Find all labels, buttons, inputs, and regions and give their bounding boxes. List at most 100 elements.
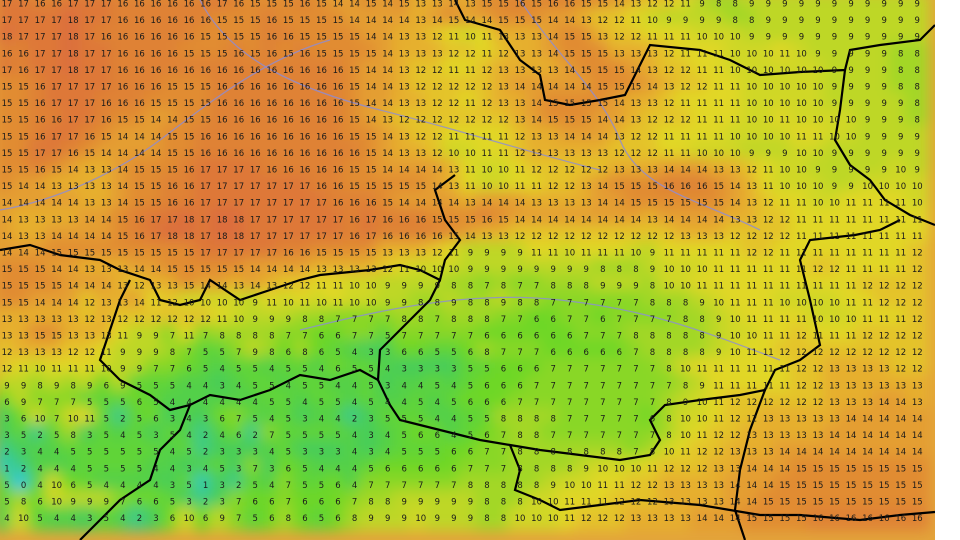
value-label: 16 bbox=[333, 166, 344, 176]
value-label: 3 bbox=[21, 448, 26, 458]
value-label: 15 bbox=[84, 149, 95, 159]
value-label: 17 bbox=[200, 166, 211, 176]
value-label: 14 bbox=[68, 199, 79, 209]
value-label: 14 bbox=[763, 464, 774, 474]
value-label: 12 bbox=[912, 348, 923, 358]
value-label: 11 bbox=[796, 132, 807, 142]
value-label: 6 bbox=[253, 498, 258, 508]
value-label: 15 bbox=[862, 498, 873, 508]
value-label: 10 bbox=[680, 365, 691, 375]
value-label: 5 bbox=[87, 464, 92, 474]
value-label: 16 bbox=[134, 33, 145, 43]
value-label: 8 bbox=[617, 448, 622, 458]
value-label: 10 bbox=[647, 16, 658, 26]
value-label: 9 bbox=[848, 99, 853, 109]
value-label: 12 bbox=[564, 232, 575, 242]
value-label: 7 bbox=[600, 298, 605, 308]
value-label: 16 bbox=[250, 116, 261, 126]
value-label: 3 bbox=[170, 481, 175, 491]
value-label: 8 bbox=[617, 265, 622, 275]
value-label: 13 bbox=[448, 166, 459, 176]
value-label: 14 bbox=[117, 166, 128, 176]
value-label: 13 bbox=[399, 249, 410, 259]
value-label: 17 bbox=[266, 249, 277, 259]
value-label: 13 bbox=[18, 315, 29, 325]
value-label: 11 bbox=[448, 249, 459, 259]
value-label: 17 bbox=[299, 182, 310, 192]
value-label: 15 bbox=[2, 182, 13, 192]
value-label: 10 bbox=[68, 415, 79, 425]
value-label: 10 bbox=[730, 132, 741, 142]
value-label: 14 bbox=[349, 0, 360, 10]
value-label: 14 bbox=[879, 431, 890, 441]
value-label: 11 bbox=[680, 49, 691, 59]
value-label: 11 bbox=[779, 282, 790, 292]
value-label: 5 bbox=[302, 431, 307, 441]
value-label: 10 bbox=[349, 298, 360, 308]
value-label: 9 bbox=[401, 298, 406, 308]
value-label: 12 bbox=[134, 282, 145, 292]
value-label: 10 bbox=[730, 348, 741, 358]
value-label: 16 bbox=[35, 0, 46, 10]
value-label: 10 bbox=[35, 415, 46, 425]
value-label: 5 bbox=[70, 448, 75, 458]
value-label: 14 bbox=[597, 132, 608, 142]
value-label: 13 bbox=[84, 182, 95, 192]
value-label: 9 bbox=[683, 16, 688, 26]
value-label: 9 bbox=[832, 0, 837, 10]
value-label: 16 bbox=[299, 0, 310, 10]
value-label: 6 bbox=[319, 332, 324, 342]
value-label: 13 bbox=[713, 481, 724, 491]
value-label: 18 bbox=[233, 215, 244, 225]
value-label: 7 bbox=[633, 298, 638, 308]
value-label: 10 bbox=[697, 149, 708, 159]
value-label: 16 bbox=[233, 116, 244, 126]
value-label: 6 bbox=[567, 348, 572, 358]
value-label: 14 bbox=[68, 232, 79, 242]
value-label: 12 bbox=[912, 249, 923, 259]
value-label: 9 bbox=[848, 16, 853, 26]
value-label: 17 bbox=[51, 16, 62, 26]
value-label: 9 bbox=[915, 16, 920, 26]
value-label: 6 bbox=[153, 415, 158, 425]
value-label: 15 bbox=[84, 249, 95, 259]
value-label: 14 bbox=[134, 298, 145, 308]
value-label: 15 bbox=[879, 481, 890, 491]
value-label: 7 bbox=[435, 332, 440, 342]
value-label: 16 bbox=[283, 249, 294, 259]
value-label: 11 bbox=[895, 249, 906, 259]
value-label: 17 bbox=[51, 99, 62, 109]
value-label: 8 bbox=[567, 448, 572, 458]
value-label: 13 bbox=[84, 332, 95, 342]
value-label: 9 bbox=[70, 498, 75, 508]
value-label: 9 bbox=[832, 83, 837, 93]
value-label: 10 bbox=[796, 99, 807, 109]
value-label: 12 bbox=[432, 66, 443, 76]
value-label: 15 bbox=[316, 249, 327, 259]
value-label: 11 bbox=[448, 132, 459, 142]
value-label: 12 bbox=[730, 232, 741, 242]
value-label: 10 bbox=[746, 116, 757, 126]
value-label: 15 bbox=[498, 215, 509, 225]
value-label: 13 bbox=[779, 415, 790, 425]
value-label: 13 bbox=[51, 315, 62, 325]
value-label: 15 bbox=[763, 498, 774, 508]
value-label: 13 bbox=[531, 132, 542, 142]
value-label: 16 bbox=[299, 149, 310, 159]
value-label: 16 bbox=[266, 16, 277, 26]
value-label: 17 bbox=[283, 182, 294, 192]
value-label: 6 bbox=[468, 398, 473, 408]
value-label: 13 bbox=[18, 232, 29, 242]
value-label: 17 bbox=[151, 232, 162, 242]
value-label: 16 bbox=[35, 132, 46, 142]
value-label: 14 bbox=[879, 398, 890, 408]
value-label: 15 bbox=[630, 83, 641, 93]
value-label: 9 bbox=[385, 298, 390, 308]
value-label: 4 bbox=[401, 398, 406, 408]
value-label: 16 bbox=[349, 215, 360, 225]
value-label: 14 bbox=[366, 83, 377, 93]
value-label: 5 bbox=[302, 381, 307, 391]
value-label: 12 bbox=[382, 265, 393, 275]
value-label: 8 bbox=[484, 315, 489, 325]
